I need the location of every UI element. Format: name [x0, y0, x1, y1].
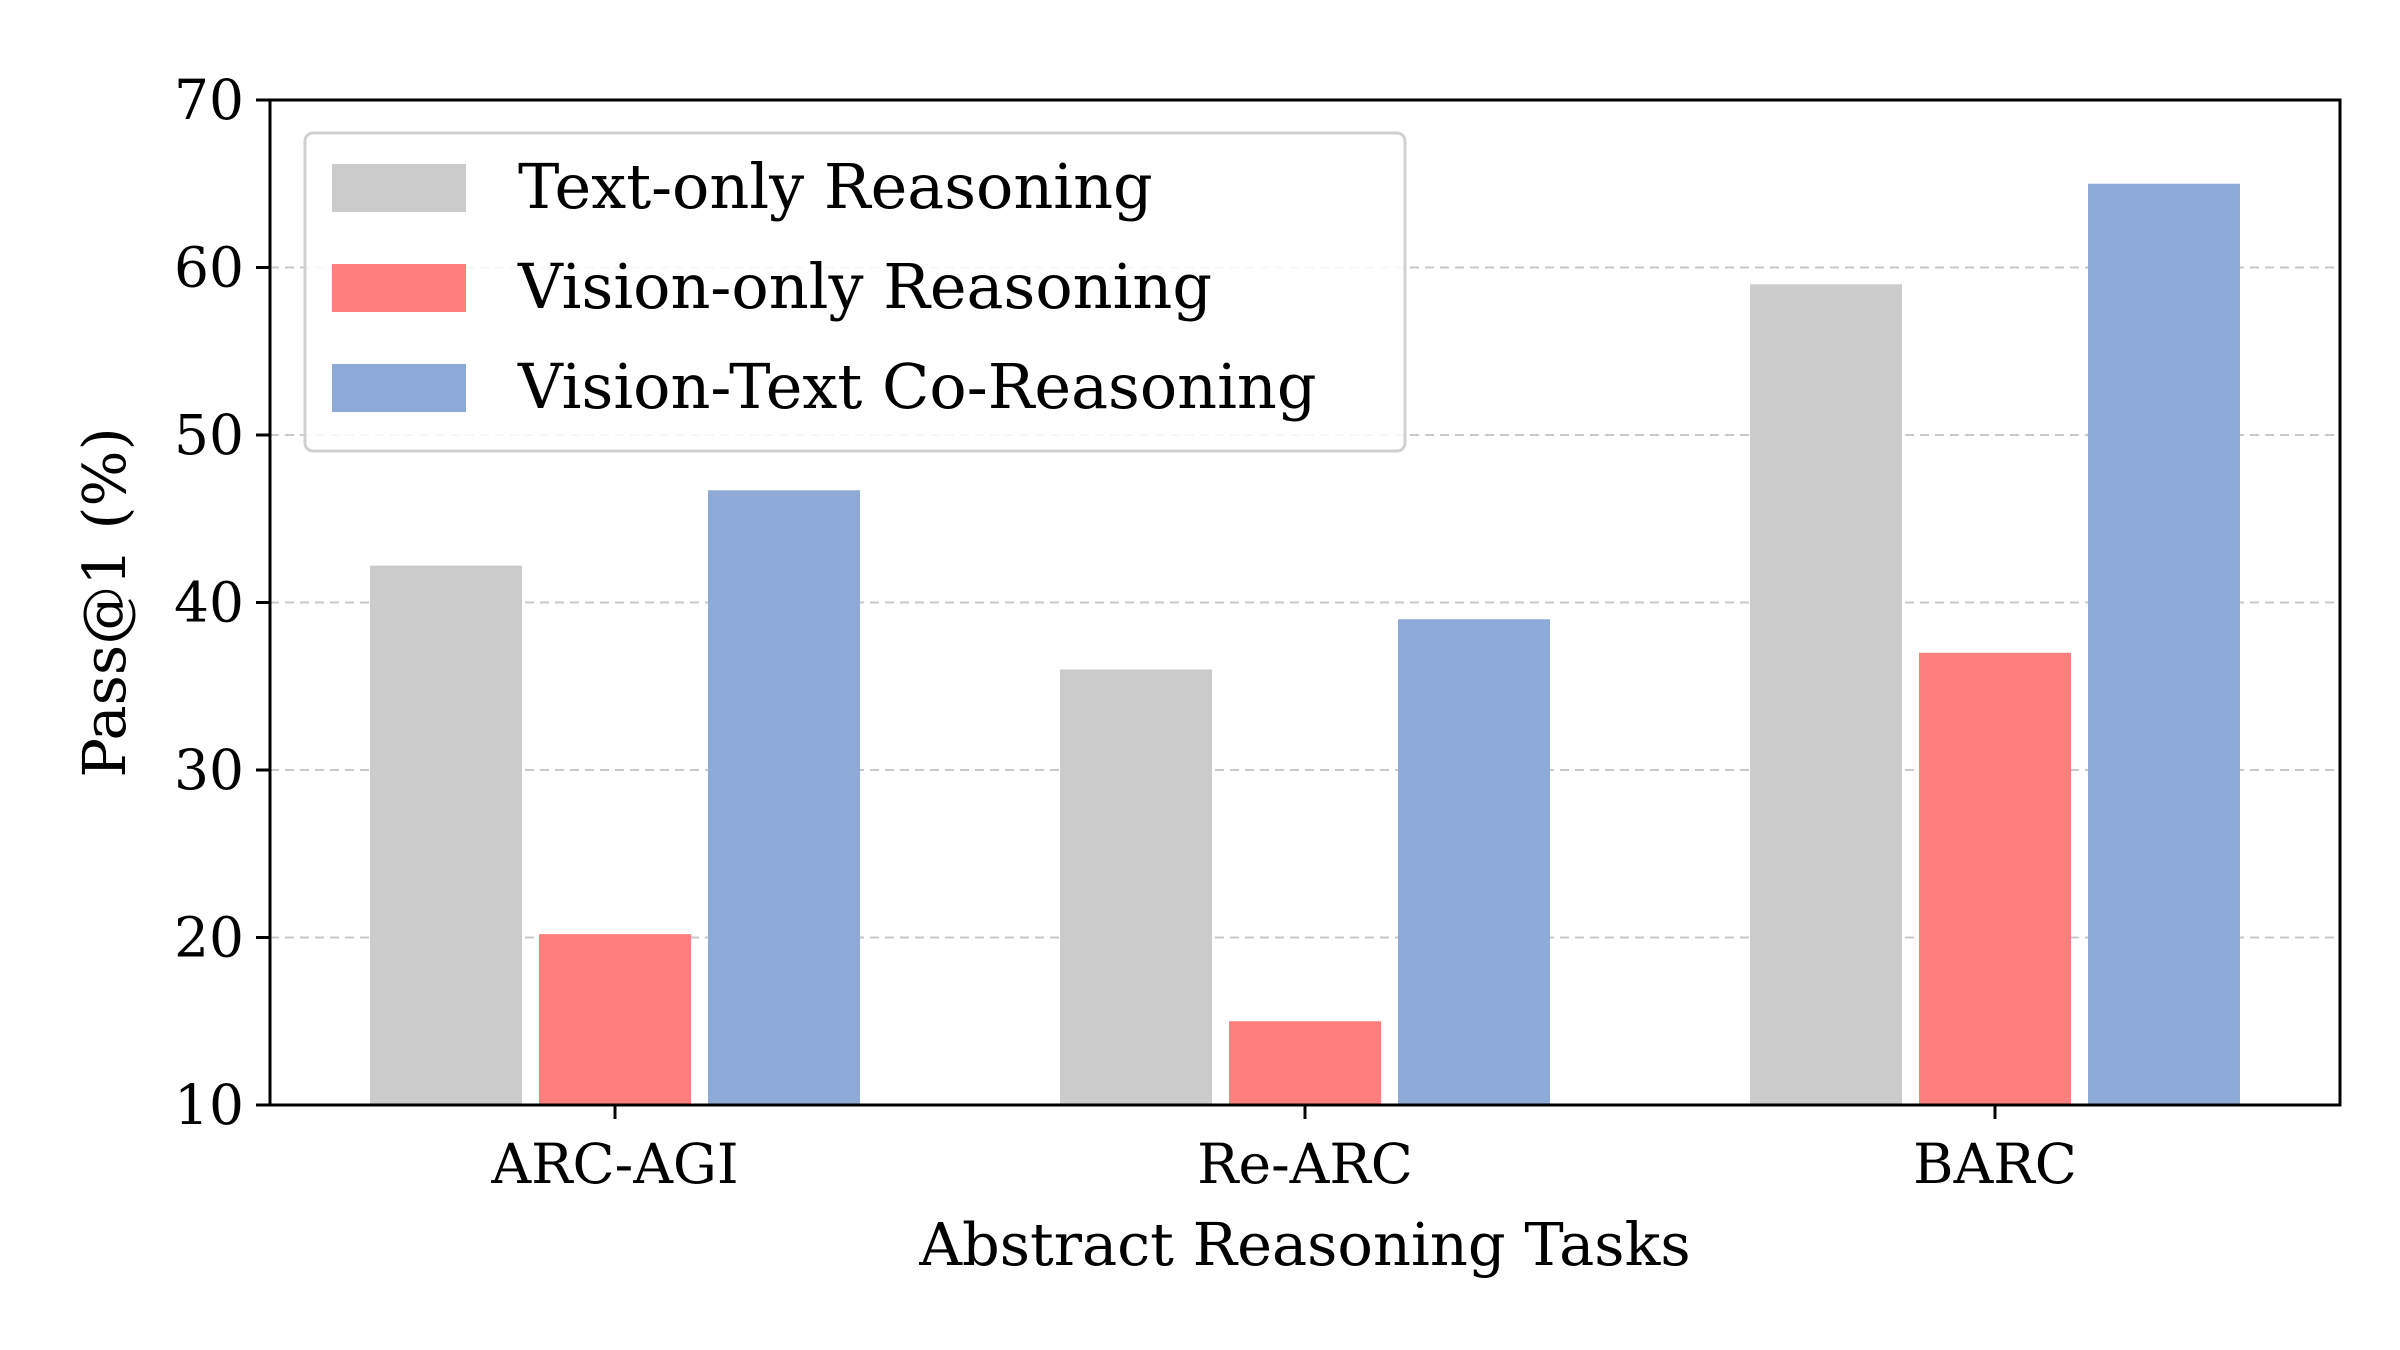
y-axis-ticks: 10 20 30 40 50 60 70	[174, 68, 270, 1137]
bar-barc-1	[1750, 284, 1902, 1105]
x-tick-label: ARC-AGI	[490, 1132, 738, 1196]
y-tick-label: 60	[174, 236, 244, 300]
y-tick-label: 10	[174, 1073, 244, 1137]
legend-label-3: Vision-Text Co-Reasoning	[517, 350, 1317, 423]
bar-barc-2	[1919, 652, 2071, 1105]
legend-box	[303, 131, 1407, 453]
legend-label-1: Text-only Reasoning	[518, 150, 1153, 223]
legend-swatch-3	[332, 364, 466, 412]
x-tick-label: Re-ARC	[1197, 1132, 1413, 1196]
y-tick-label: 20	[174, 906, 244, 970]
legend: Text-only Reasoning Vision-only Reasoning…	[303, 131, 1407, 453]
legend-swatch-1	[332, 164, 466, 212]
bar-re-arc-3	[1398, 619, 1550, 1105]
bar-re-arc-2	[1229, 1021, 1381, 1105]
y-tick-label: 30	[174, 738, 244, 802]
bar-re-arc-1	[1060, 669, 1212, 1105]
bar-arc-agi-1	[370, 565, 522, 1105]
bar-barc-3	[2088, 183, 2240, 1105]
x-axis-label: Abstract Reasoning Tasks	[918, 1210, 1690, 1279]
legend-swatch-2	[332, 264, 466, 312]
y-axis-label: Pass@1 (%)	[70, 427, 139, 777]
y-tick-label: 70	[174, 68, 244, 132]
y-tick-label: 50	[174, 403, 244, 467]
x-axis-ticks: ARC-AGI Re-ARC BARC	[490, 1105, 2077, 1196]
x-tick-label: BARC	[1913, 1132, 2077, 1196]
bar-arc-agi-2	[539, 934, 691, 1105]
bar-arc-agi-3	[708, 490, 860, 1105]
legend-label-2: Vision-only Reasoning	[517, 250, 1212, 323]
bars	[370, 183, 2240, 1105]
y-tick-label: 40	[174, 571, 244, 635]
